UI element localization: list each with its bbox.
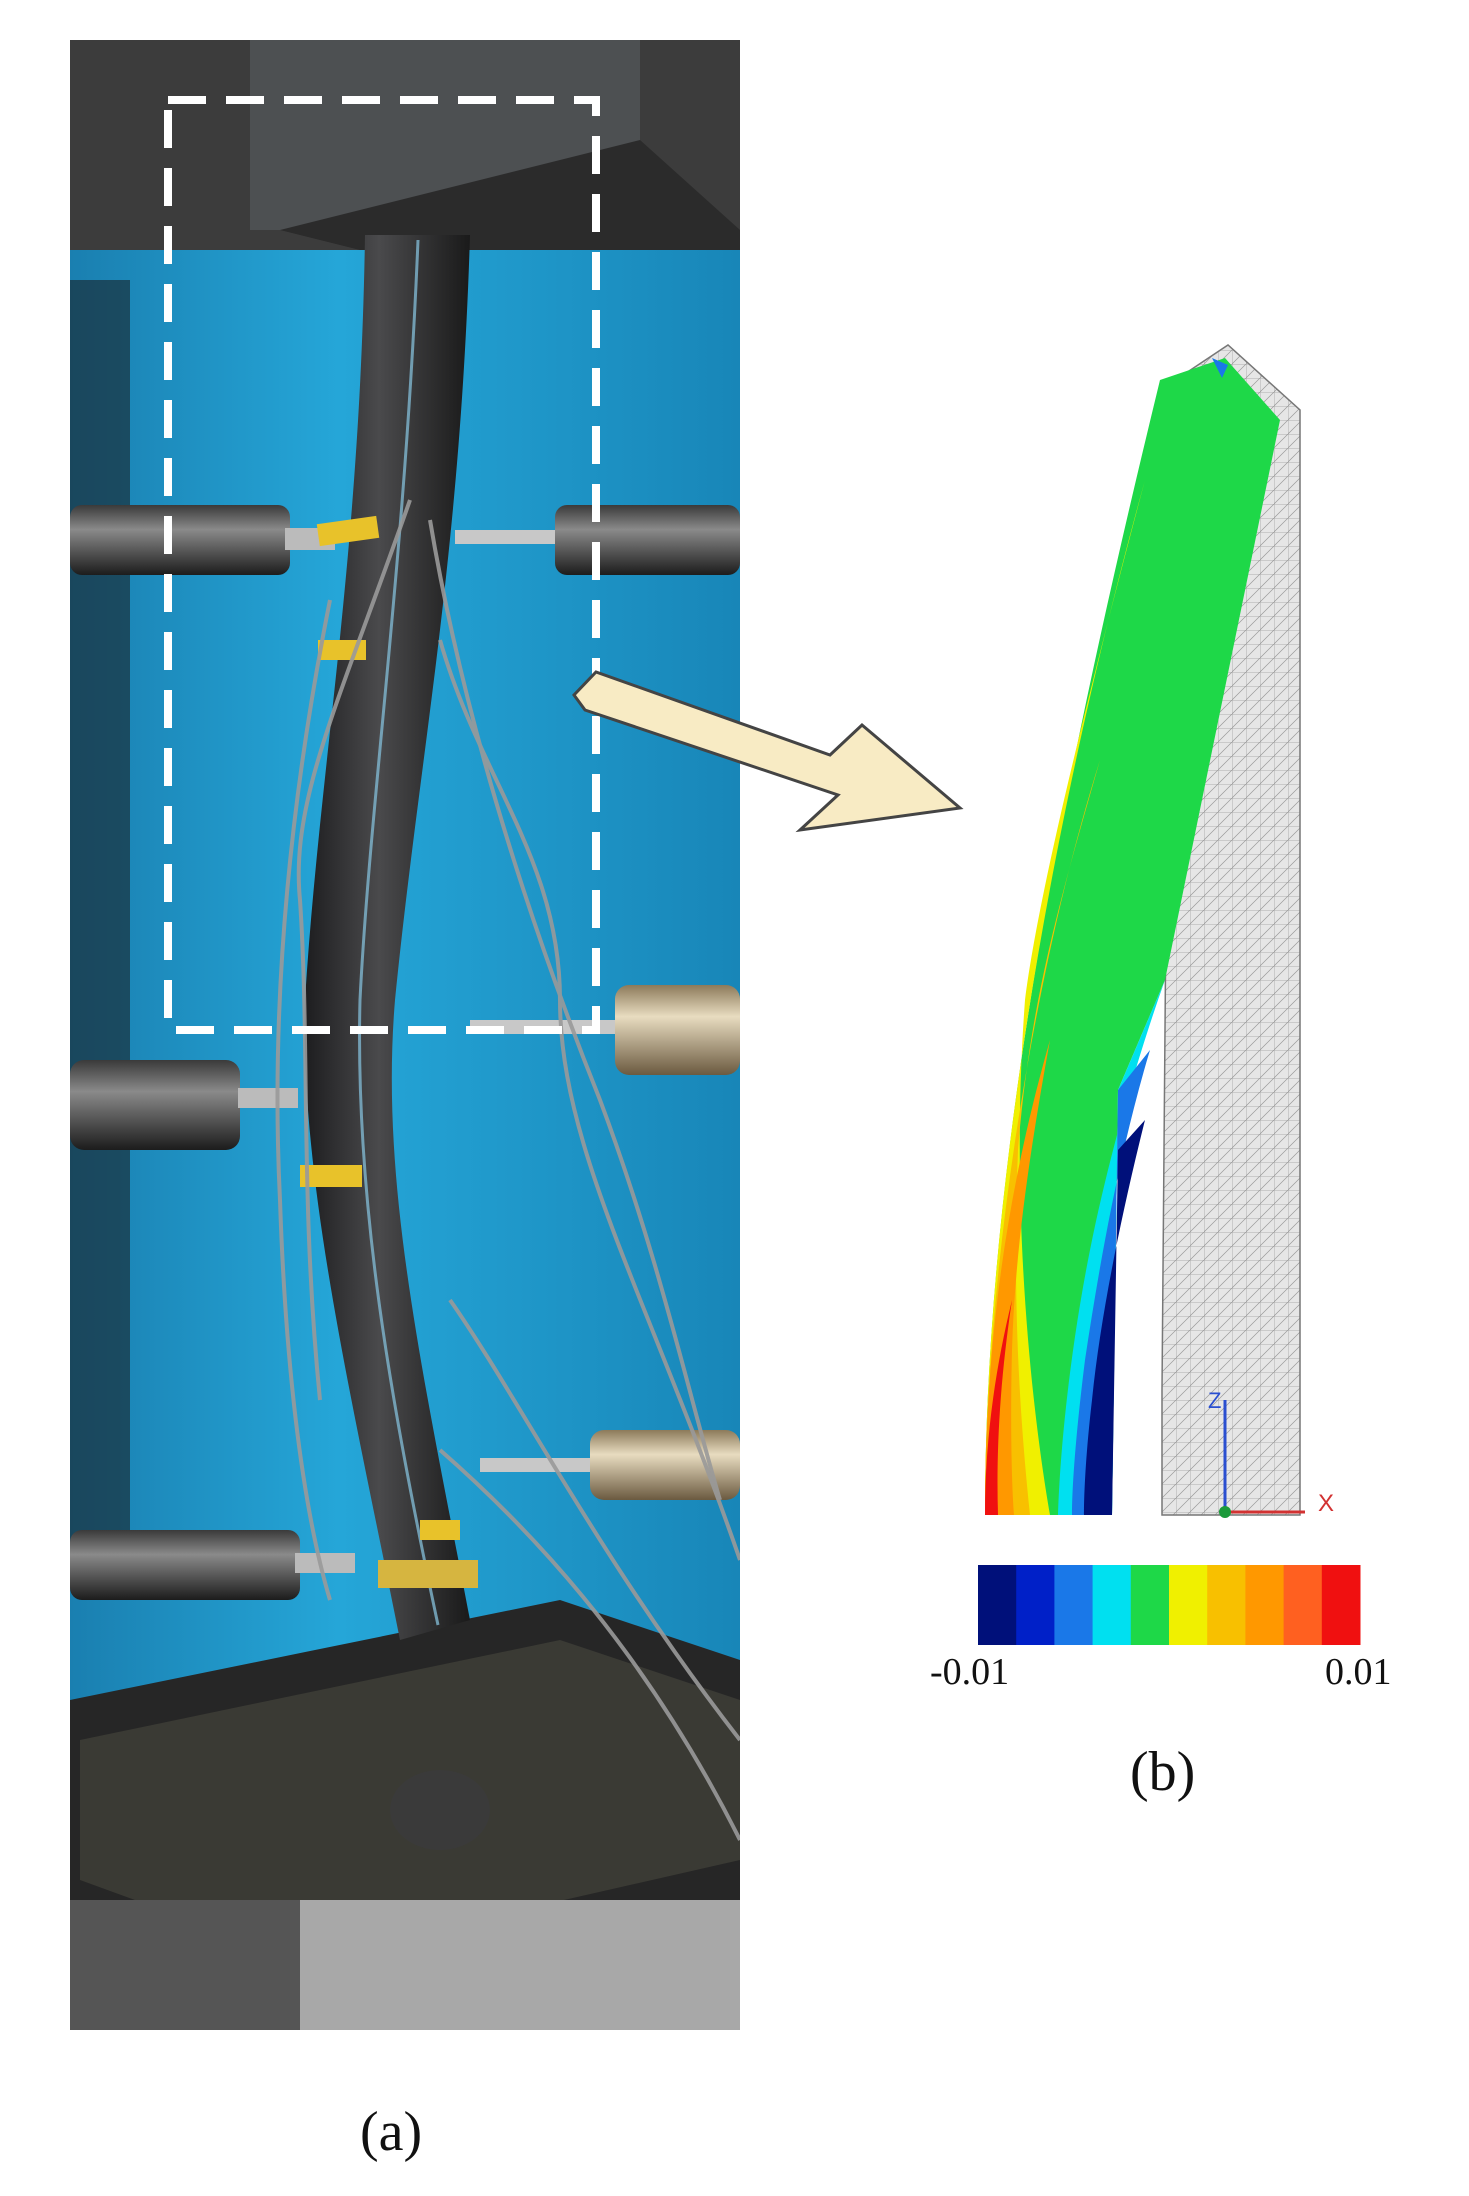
colorbar bbox=[978, 1565, 1361, 1645]
colorbar-swatch bbox=[1169, 1565, 1208, 1645]
colorbar-swatch bbox=[1283, 1565, 1323, 1645]
x-axis-label: X bbox=[1318, 1490, 1335, 1517]
displacement-sensor bbox=[70, 505, 290, 575]
panel-a-label: (a) bbox=[360, 2101, 423, 2163]
callout-arrow bbox=[572, 670, 964, 833]
colorbar-swatch bbox=[1016, 1565, 1055, 1645]
displacement-sensor bbox=[590, 1430, 740, 1500]
displacement-sensor bbox=[615, 985, 740, 1075]
axis-triad bbox=[1219, 1400, 1305, 1518]
colorbar-swatch bbox=[1130, 1565, 1170, 1645]
experiment-photo bbox=[70, 40, 740, 2030]
region-of-interest-box bbox=[164, 96, 600, 1034]
z-axis-label: Z bbox=[1208, 1388, 1222, 1413]
colorbar-swatch bbox=[1245, 1565, 1285, 1645]
colorbar-min-label: -0.01 bbox=[930, 1651, 1010, 1693]
colorbar-swatch bbox=[1092, 1565, 1132, 1645]
colorbar-swatch bbox=[1207, 1565, 1246, 1645]
displacement-sensor bbox=[555, 505, 740, 575]
colorbar-swatch bbox=[1321, 1565, 1361, 1645]
column-specimen bbox=[304, 235, 470, 1640]
displacement-sensor bbox=[70, 1530, 300, 1600]
colorbar-max-label: 0.01 bbox=[1325, 1651, 1392, 1693]
fe-contour-model bbox=[985, 344, 1305, 1518]
colorbar-swatch bbox=[1054, 1565, 1094, 1645]
displacement-sensor bbox=[70, 1060, 240, 1150]
colorbar-swatch bbox=[978, 1565, 1017, 1645]
panel-b-label: (b) bbox=[1130, 1741, 1196, 1803]
